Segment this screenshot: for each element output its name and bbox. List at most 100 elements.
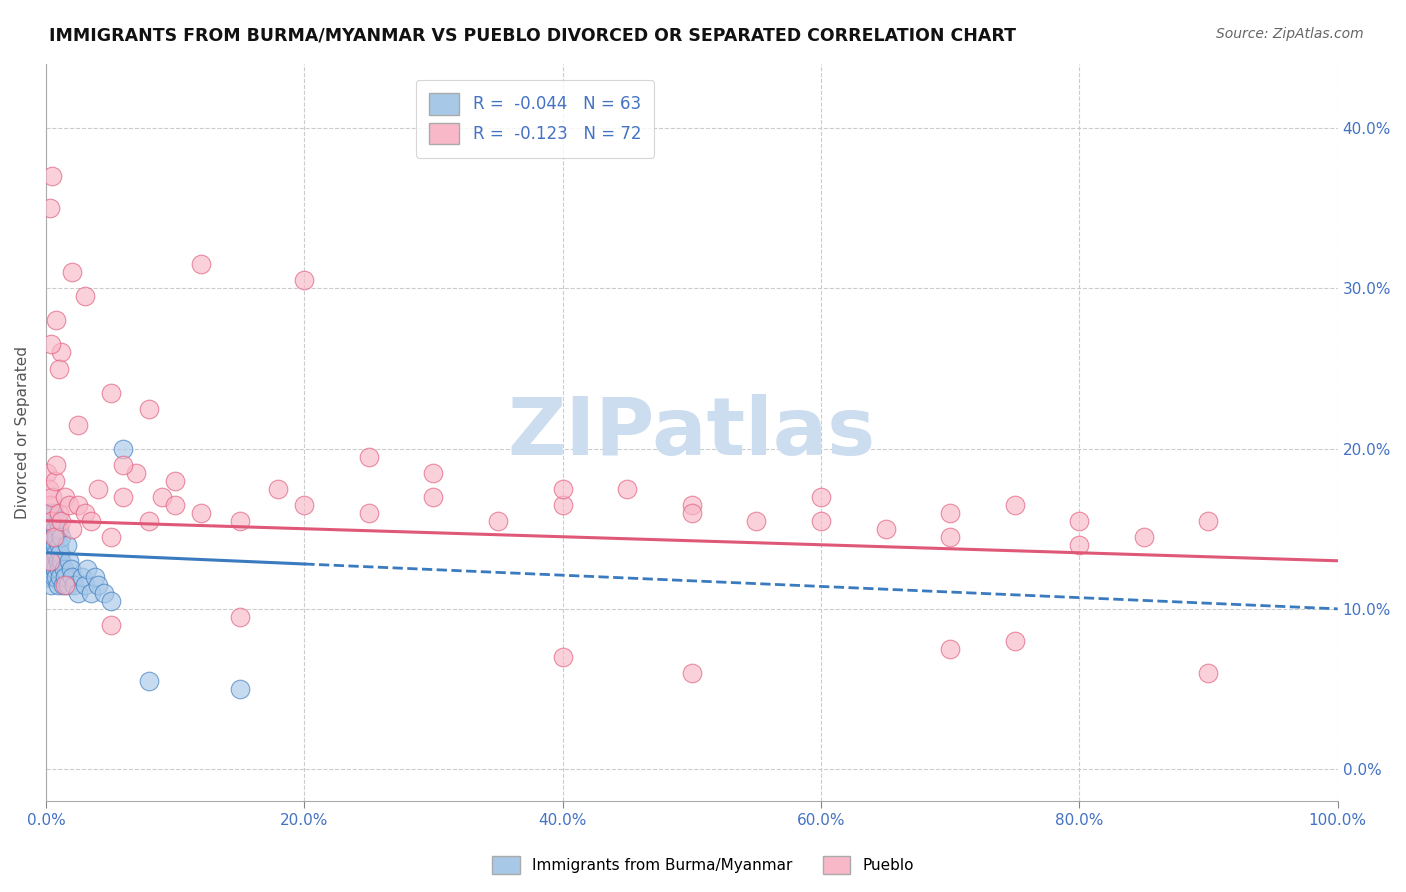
Point [46, 578, 69, 592]
Point [60, 570, 83, 584]
Point [939, 530, 962, 544]
Point [112, 458, 135, 472]
Legend: Immigrants from Burma/Myanmar, Pueblo: Immigrants from Burma/Myanmar, Pueblo [486, 850, 920, 880]
Point [1133, 530, 1156, 544]
Point [112, 490, 135, 504]
Point [1004, 633, 1026, 648]
Point [38, 514, 60, 528]
Point [37, 570, 59, 584]
Point [51, 554, 73, 568]
Point [51, 514, 73, 528]
Point [38, 546, 60, 560]
Point [53, 578, 76, 592]
Point [41, 169, 63, 184]
Point [46, 514, 69, 528]
Point [42, 570, 65, 584]
Point [1069, 514, 1091, 528]
Point [39, 546, 62, 560]
Point [41, 538, 63, 552]
Point [42, 530, 65, 544]
Point [80, 514, 103, 528]
Point [292, 498, 315, 512]
Point [60, 522, 83, 536]
Point [42, 530, 65, 544]
Point [190, 506, 212, 520]
Point [267, 482, 290, 496]
Point [48, 361, 70, 376]
Point [63, 578, 86, 592]
Point [190, 257, 212, 271]
Point [810, 514, 832, 528]
Point [44, 474, 66, 488]
Point [45, 313, 67, 327]
Point [1069, 538, 1091, 552]
Point [422, 466, 444, 480]
Point [100, 618, 122, 632]
Point [551, 649, 574, 664]
Point [73, 578, 96, 592]
Point [86, 482, 108, 496]
Point [42, 506, 65, 520]
Point [551, 498, 574, 512]
Point [93, 586, 115, 600]
Point [38, 522, 60, 536]
Point [58, 554, 80, 568]
Point [100, 385, 122, 400]
Legend: R =  -0.044   N = 63, R =  -0.123   N = 72: R = -0.044 N = 63, R = -0.123 N = 72 [416, 79, 654, 158]
Point [41, 490, 63, 504]
Point [53, 570, 76, 584]
Text: ZIPatlas: ZIPatlas [508, 393, 876, 472]
Point [48, 538, 70, 552]
Point [56, 578, 79, 592]
Point [38, 554, 60, 568]
Point [1198, 514, 1220, 528]
Point [37, 530, 59, 544]
Point [100, 594, 122, 608]
Point [45, 458, 67, 472]
Point [42, 546, 65, 560]
Point [45, 570, 67, 584]
Point [745, 514, 768, 528]
Point [67, 586, 90, 600]
Point [486, 514, 509, 528]
Point [60, 265, 83, 279]
Point [38, 538, 60, 552]
Y-axis label: Divorced or Separated: Divorced or Separated [15, 346, 30, 519]
Point [45, 530, 67, 544]
Point [138, 673, 160, 688]
Point [49, 546, 72, 560]
Point [58, 498, 80, 512]
Text: IMMIGRANTS FROM BURMA/MYANMAR VS PUEBLO DIVORCED OR SEPARATED CORRELATION CHART: IMMIGRANTS FROM BURMA/MYANMAR VS PUEBLO … [49, 27, 1017, 45]
Point [39, 337, 62, 351]
Point [51, 345, 73, 359]
Point [53, 490, 76, 504]
Point [41, 554, 63, 568]
Point [681, 506, 703, 520]
Point [39, 562, 62, 576]
Point [41, 522, 63, 536]
Point [53, 562, 76, 576]
Point [939, 641, 962, 656]
Point [422, 490, 444, 504]
Point [112, 442, 135, 456]
Point [37, 514, 59, 528]
Point [44, 562, 66, 576]
Point [45, 546, 67, 560]
Point [67, 498, 90, 512]
Point [138, 401, 160, 416]
Point [100, 530, 122, 544]
Point [38, 201, 60, 215]
Point [52, 578, 75, 592]
Point [1004, 498, 1026, 512]
Point [49, 570, 72, 584]
Point [80, 586, 103, 600]
Point [73, 289, 96, 303]
Point [125, 466, 148, 480]
Point [810, 490, 832, 504]
Point [38, 506, 60, 520]
Point [86, 578, 108, 592]
Point [39, 530, 62, 544]
Point [681, 498, 703, 512]
Point [84, 570, 107, 584]
Point [1198, 665, 1220, 680]
